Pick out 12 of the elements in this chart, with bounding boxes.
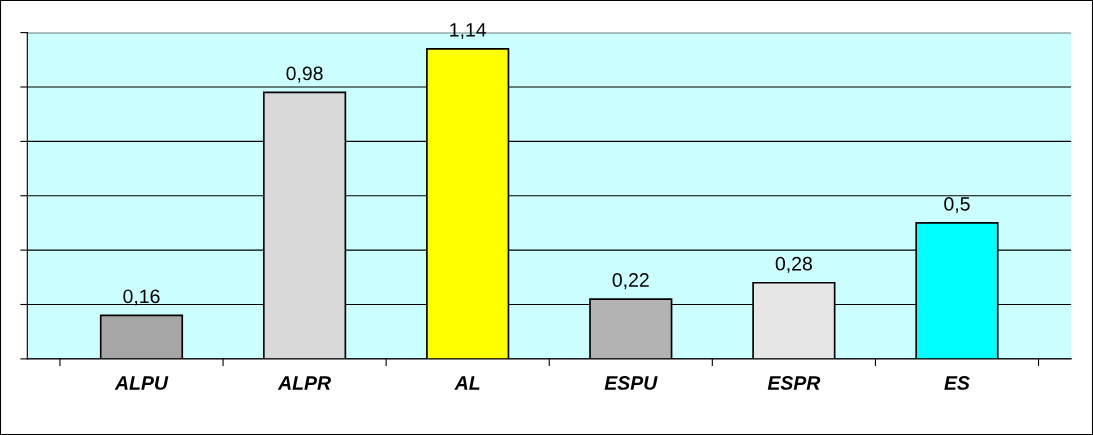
x-tick-label: ES: [944, 376, 970, 390]
x-tick-label: ESPR: [767, 376, 821, 390]
data-label: 1,14: [450, 23, 487, 40]
data-label: 0,28: [775, 256, 812, 273]
x-tick-label: ALPU: [114, 376, 169, 390]
data-label: 0,22: [612, 273, 649, 290]
data-label: 0,98: [286, 66, 323, 83]
x-tick-label: ESPU: [604, 376, 658, 390]
x-tick-label: ALPR: [277, 376, 331, 390]
x-tick-label: AL: [454, 376, 480, 390]
data-label: 0,5: [944, 196, 970, 214]
data-label: 0,16: [123, 289, 160, 306]
